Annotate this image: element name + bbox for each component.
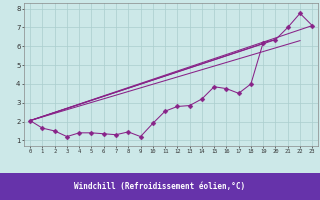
Text: Windchill (Refroidissement éolien,°C): Windchill (Refroidissement éolien,°C) xyxy=(75,182,245,191)
